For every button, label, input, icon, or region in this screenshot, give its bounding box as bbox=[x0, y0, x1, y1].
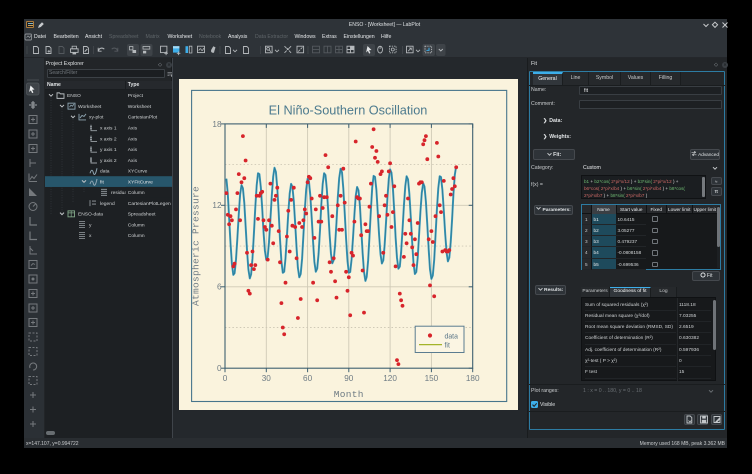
svg-text:Column: Column bbox=[128, 222, 145, 228]
svg-text:90: 90 bbox=[344, 374, 354, 383]
svg-text:data: data bbox=[100, 169, 110, 175]
svg-text:y: y bbox=[89, 223, 92, 228]
svg-text:Month: Month bbox=[334, 389, 364, 400]
svg-text:0: 0 bbox=[223, 374, 228, 383]
svg-text:residuals: residuals bbox=[111, 190, 131, 196]
svg-text:Spreadsheet: Spreadsheet bbox=[128, 212, 156, 218]
svg-text:legend: legend bbox=[100, 201, 115, 207]
svg-text:XYCurve: XYCurve bbox=[128, 169, 148, 175]
svg-text:180: 180 bbox=[466, 374, 480, 383]
svg-text:CartesianPlot: CartesianPlot bbox=[128, 115, 158, 121]
svg-text:fit: fit bbox=[100, 179, 104, 185]
svg-text:18: 18 bbox=[212, 120, 222, 129]
svg-text:x: x bbox=[89, 234, 92, 239]
svg-text:Worksheet: Worksheet bbox=[128, 104, 152, 110]
svg-text:xy-plot: xy-plot bbox=[89, 115, 104, 121]
svg-text:ENSO: ENSO bbox=[67, 93, 81, 99]
svg-text:y axis 2: y axis 2 bbox=[100, 158, 117, 164]
svg-text:120: 120 bbox=[383, 374, 397, 383]
svg-text:x axis 1: x axis 1 bbox=[100, 125, 117, 131]
svg-text:12: 12 bbox=[212, 201, 222, 210]
svg-text:fit: fit bbox=[445, 343, 450, 350]
svg-text:Project: Project bbox=[128, 93, 144, 99]
svg-text:ENSO-data: ENSO-data bbox=[78, 212, 103, 218]
svg-text:Axis: Axis bbox=[128, 136, 138, 142]
svg-text:data: data bbox=[445, 333, 459, 340]
svg-text:Atmospheric Pressure: Atmospheric Pressure bbox=[191, 186, 202, 306]
svg-text:x axis 2: x axis 2 bbox=[100, 136, 117, 142]
svg-text:150: 150 bbox=[425, 374, 439, 383]
svg-text:y axis 1: y axis 1 bbox=[100, 147, 117, 153]
svg-text:0: 0 bbox=[217, 364, 222, 373]
svg-text:Worksheet: Worksheet bbox=[78, 104, 102, 110]
svg-text:El Niño-Southern Oscillation: El Niño-Southern Oscillation bbox=[269, 104, 428, 118]
svg-text:Column: Column bbox=[128, 233, 145, 239]
svg-text:CartesianPlotLegen: CartesianPlotLegen bbox=[128, 201, 171, 207]
svg-text:XYFitCurve: XYFitCurve bbox=[128, 179, 153, 185]
svg-text:60: 60 bbox=[303, 374, 313, 383]
svg-text:Axis: Axis bbox=[128, 125, 138, 131]
svg-text:Axis: Axis bbox=[128, 158, 138, 164]
svg-text:Column: Column bbox=[128, 190, 145, 196]
svg-text:Axis: Axis bbox=[128, 147, 138, 153]
svg-text:6: 6 bbox=[217, 283, 222, 292]
svg-text:30: 30 bbox=[262, 374, 272, 383]
